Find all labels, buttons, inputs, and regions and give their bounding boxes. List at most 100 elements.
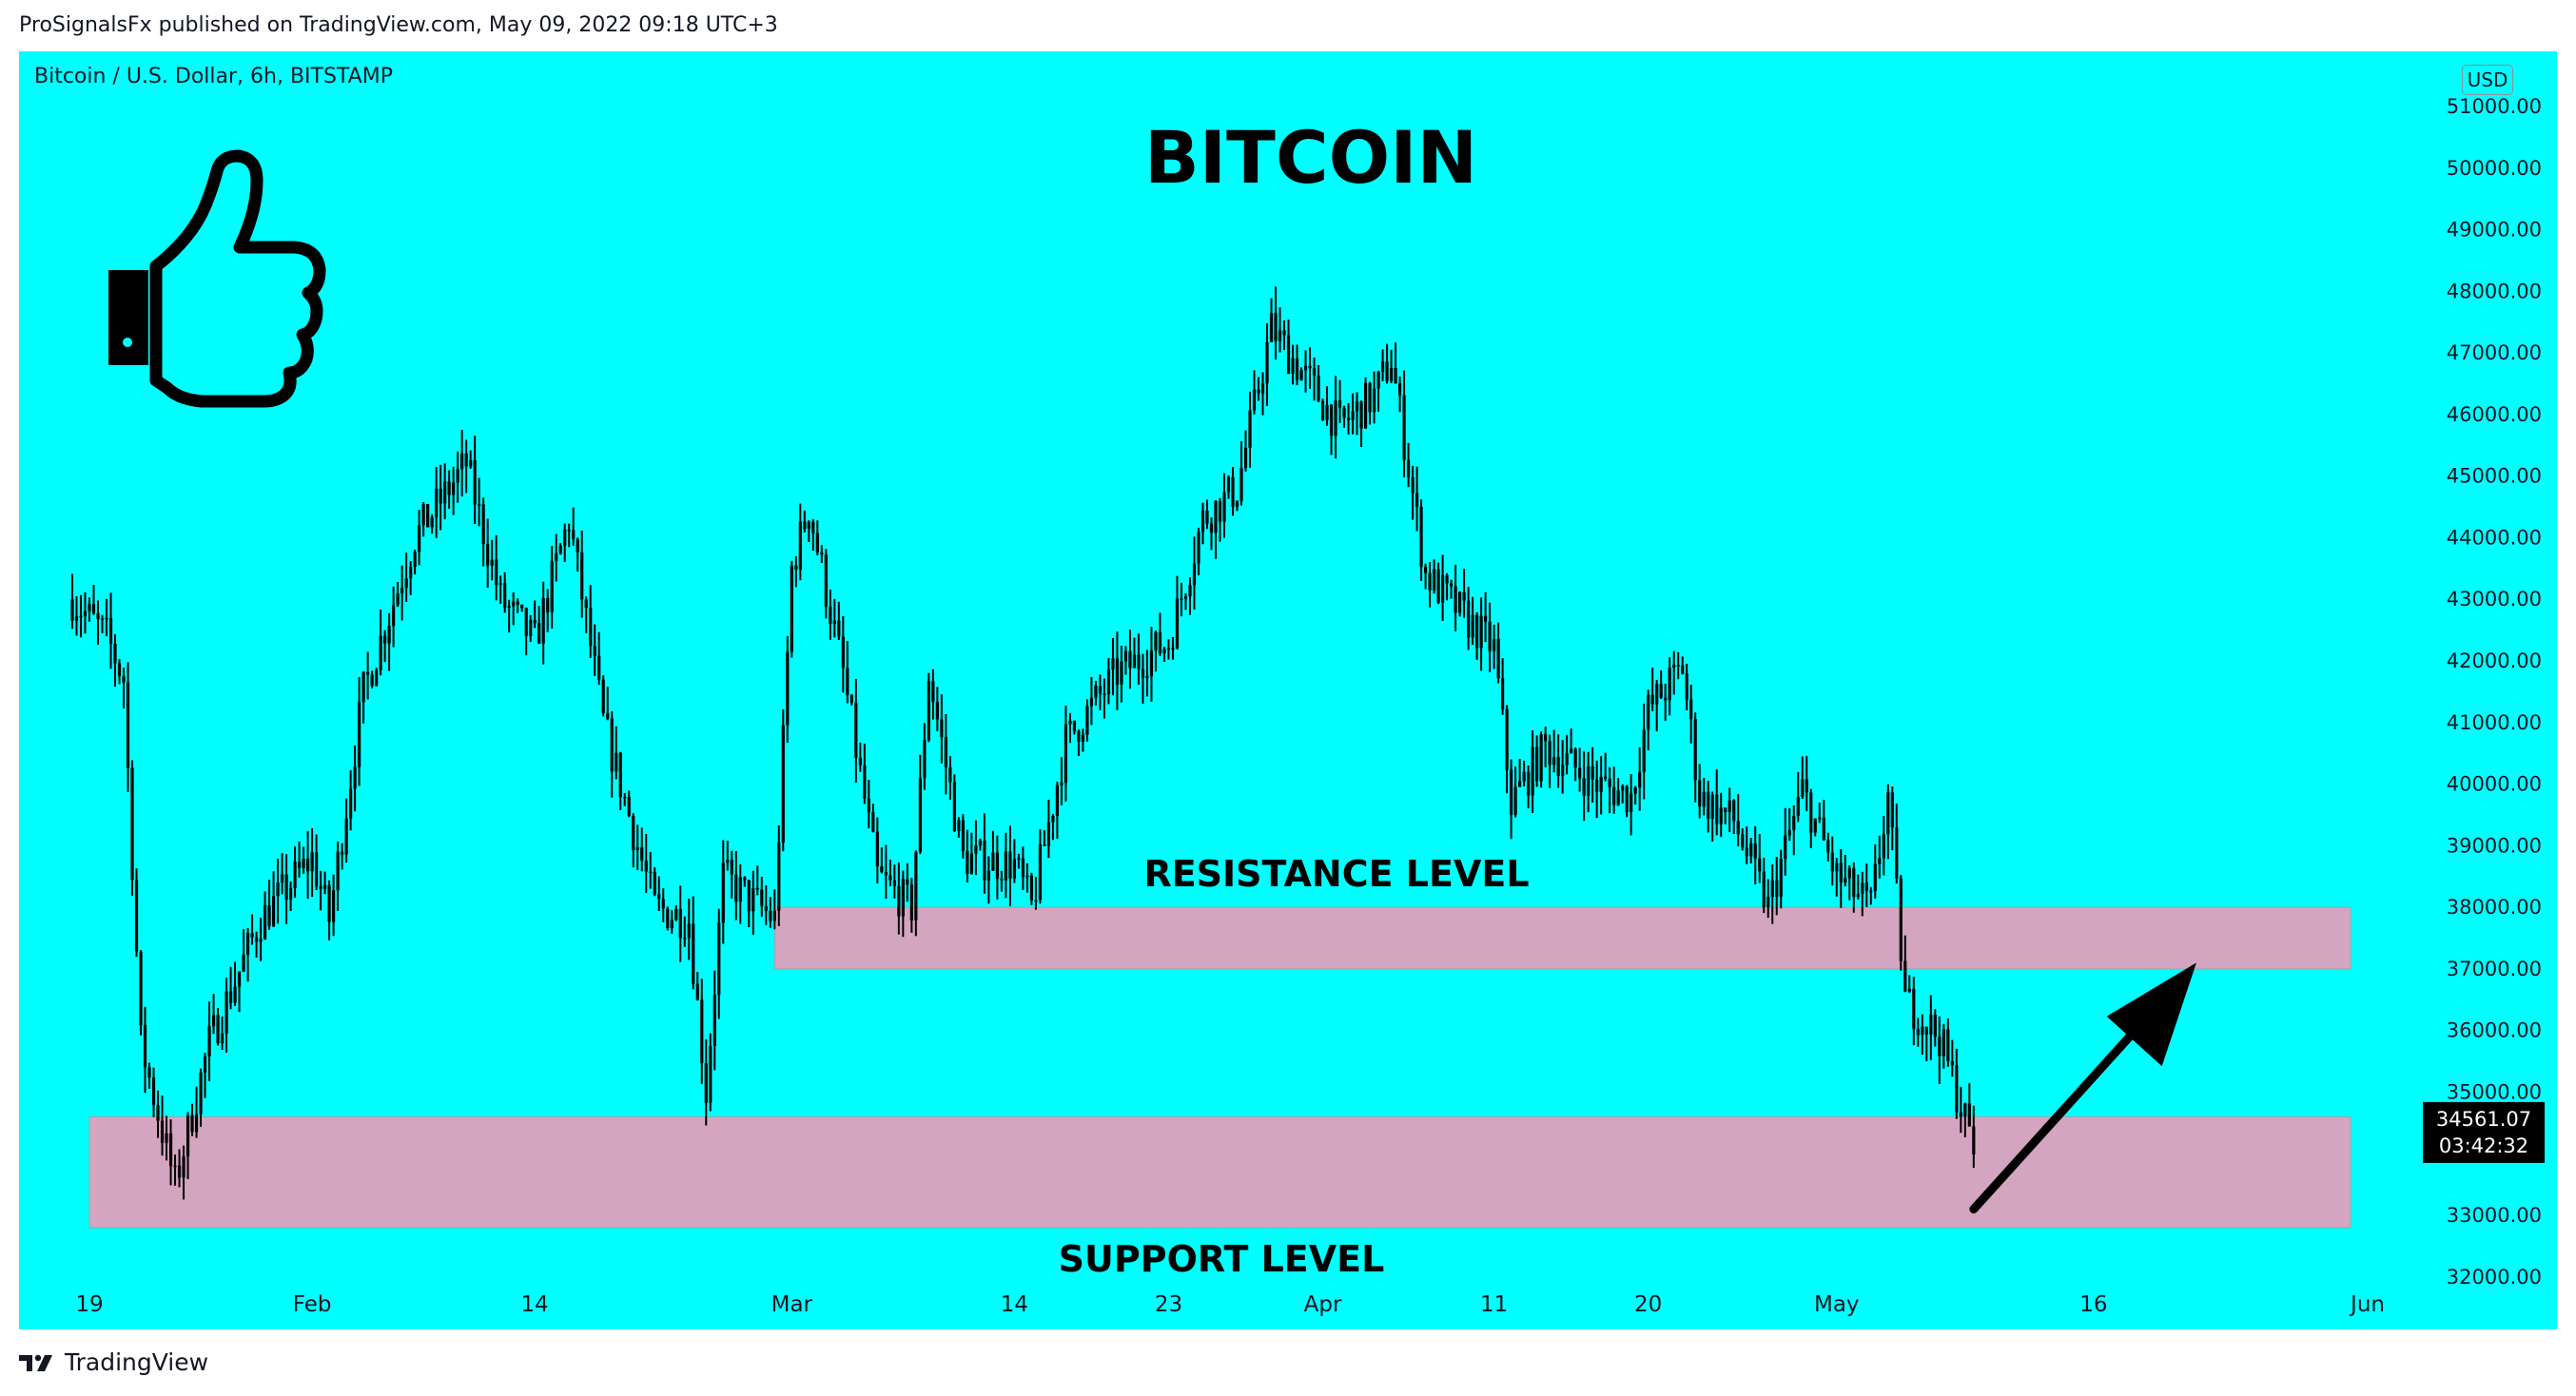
candle-body — [447, 481, 451, 495]
candle-body — [486, 544, 490, 566]
candle-body — [1496, 638, 1500, 679]
candle-body — [1394, 368, 1397, 384]
candle-body — [375, 669, 379, 687]
candle-body — [1942, 1029, 1945, 1057]
candle-body — [1081, 734, 1085, 743]
candle-body — [173, 1165, 177, 1168]
candle-body — [935, 702, 939, 720]
candle-body — [464, 453, 468, 467]
candle-body — [700, 999, 704, 1063]
currency-button[interactable]: USD — [2462, 65, 2513, 95]
y-tick-label: 33000.00 — [2447, 1204, 2542, 1227]
candle-body — [1449, 583, 1454, 587]
candle-body — [507, 606, 511, 609]
candle-body — [1389, 368, 1394, 381]
candle-body — [1647, 694, 1650, 730]
candle-body — [884, 872, 888, 876]
candle-body — [1475, 614, 1479, 649]
candle-body — [100, 618, 105, 620]
candle-body — [1479, 615, 1483, 649]
candle-body — [597, 655, 601, 680]
candle-body — [1903, 960, 1907, 992]
candle-body — [1467, 600, 1471, 638]
candle-body — [632, 815, 635, 850]
candle-body — [726, 860, 730, 863]
candle-body — [537, 623, 541, 644]
candle-body — [803, 521, 807, 530]
candle-body — [220, 1033, 224, 1044]
candle-body — [1946, 1029, 1950, 1061]
candle-body — [237, 971, 242, 987]
y-tick-label: 37000.00 — [2447, 958, 2542, 980]
candle-body — [1959, 1112, 1962, 1117]
candle-body — [1813, 818, 1817, 833]
candle-body — [1861, 882, 1864, 895]
candle-body — [692, 923, 695, 984]
candle-body — [781, 725, 785, 843]
candle-body — [1510, 769, 1513, 815]
candle-body — [1732, 800, 1736, 822]
candle-body — [160, 1120, 165, 1143]
candle-body — [1852, 867, 1856, 898]
candle-body — [165, 1133, 168, 1143]
candle-body — [1792, 815, 1796, 830]
candle-body — [1351, 411, 1355, 420]
candle-body — [1312, 368, 1317, 376]
candle-body — [1012, 859, 1017, 879]
footer-brand[interactable]: TradingView — [19, 1348, 208, 1376]
resistance-zone[interactable] — [773, 906, 2352, 970]
candle-body — [635, 846, 639, 850]
symbol-info[interactable]: Bitcoin / U.S. Dollar, 6h, BITSTAMP — [34, 65, 393, 88]
candle-body — [1094, 686, 1098, 698]
candle-body — [1724, 807, 1727, 813]
chart-panel[interactable]: 51000.00 50000.00 49000.00 48000.00 47000.00… — [19, 51, 2557, 1329]
candle-body — [1209, 523, 1214, 533]
candle-body — [1252, 389, 1257, 411]
candle-body — [1372, 388, 1376, 413]
price-chart[interactable]: 51000.00 50000.00 49000.00 48000.00 47000.00… — [19, 51, 2557, 1329]
candle-body — [1787, 829, 1791, 836]
candle-body — [1317, 375, 1320, 402]
candle-body — [1621, 785, 1625, 791]
candle-body — [426, 504, 430, 528]
y-tick-label: 42000.00 — [2447, 650, 2542, 672]
candle-body — [1205, 510, 1209, 524]
candle-body — [1286, 335, 1291, 375]
candle-body — [1890, 792, 1894, 828]
candle-body — [156, 1105, 160, 1121]
candle-body — [1462, 591, 1466, 601]
candle-body — [875, 831, 879, 867]
candle-body — [640, 846, 644, 862]
candle-body — [772, 910, 776, 921]
candle-body — [177, 1165, 182, 1178]
candle-body — [259, 939, 263, 942]
candle-body — [1719, 807, 1723, 824]
candle-body — [1955, 1065, 1959, 1113]
candle-body — [460, 453, 464, 470]
x-tick-label: 11 — [1480, 1292, 1508, 1317]
candle-body — [1085, 706, 1089, 735]
candle-body — [1419, 507, 1423, 568]
candle-body — [1587, 766, 1590, 796]
candle-body — [1590, 766, 1594, 780]
candle-body — [1535, 746, 1539, 782]
candle-body — [841, 636, 845, 669]
candle-body — [1380, 361, 1385, 372]
candle-body — [1612, 786, 1616, 805]
candle-body — [233, 986, 237, 1003]
candle-body — [1727, 800, 1731, 813]
candle-body — [1873, 863, 1877, 891]
candle-body — [1363, 382, 1368, 429]
candle-body — [1775, 880, 1779, 897]
candle-body — [1257, 389, 1260, 394]
candle-body — [302, 858, 305, 868]
candle-body — [452, 482, 456, 495]
candle-body — [1659, 684, 1663, 698]
candle-body — [944, 737, 947, 767]
candle-body — [1141, 669, 1145, 678]
candle-body — [435, 488, 439, 517]
candle-body — [1239, 468, 1243, 502]
y-tick-label: 38000.00 — [2447, 896, 2542, 919]
x-tick-label: May — [1814, 1292, 1860, 1317]
candle-body — [572, 530, 576, 539]
